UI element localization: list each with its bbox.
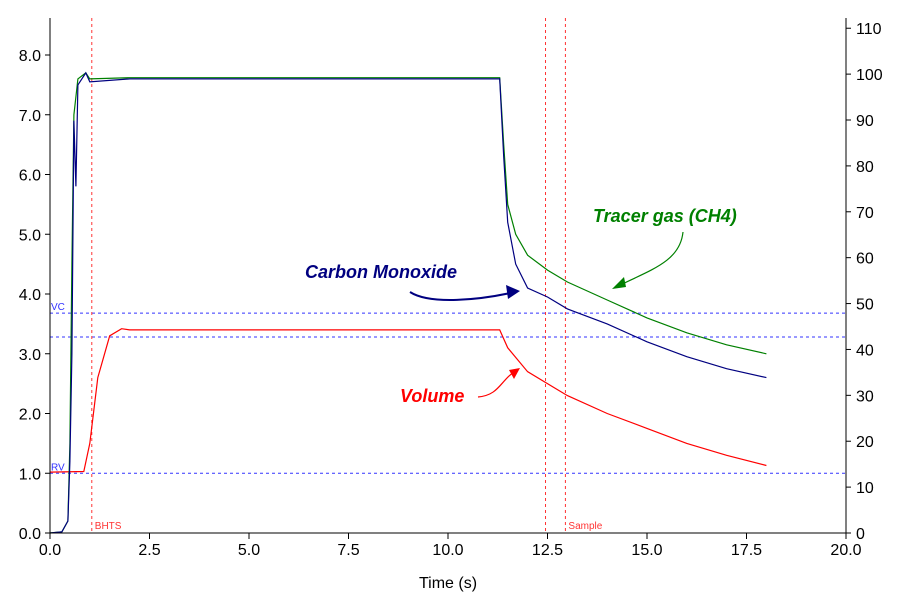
y-left-tick-label: 4.0 xyxy=(19,287,41,304)
annotation-volume: Volume xyxy=(400,386,464,406)
arrow-carbon-monoxide xyxy=(409,291,516,301)
y-right-tick-label: 100 xyxy=(856,67,883,84)
y-right-tick-label: 40 xyxy=(856,342,874,359)
annotation-carbon-monoxide: Carbon Monoxide xyxy=(305,262,457,282)
arrow-carbon-monoxide-head xyxy=(506,285,520,299)
y-left-tick-label: 0.0 xyxy=(19,526,41,543)
y-left-tick-label: 5.0 xyxy=(19,227,41,244)
arrow-volume-head xyxy=(509,368,520,379)
annotation-tracer-gas: Tracer gas (CH4) xyxy=(593,206,737,226)
y-right-tick-label: 70 xyxy=(856,205,874,222)
horizontal-marker-label: RV xyxy=(51,462,65,473)
arrow-volume xyxy=(477,369,518,398)
x-tick-label: 15.0 xyxy=(631,542,662,559)
x-tick-label: 0.0 xyxy=(39,542,61,559)
y-right-tick-label: 0 xyxy=(856,526,865,543)
y-left-tick-label: 7.0 xyxy=(19,108,41,125)
y-right-tick-label: 50 xyxy=(856,297,874,314)
series-line-carbon-monoxide xyxy=(49,71,767,534)
y-left-tick-label: 2.0 xyxy=(19,407,41,424)
horizontal-marker-label: VC xyxy=(51,302,65,313)
series-line-tracer-gas-ch4- xyxy=(49,72,767,534)
y-left-tick-label: 8.0 xyxy=(19,48,41,65)
y-right-tick-label: 20 xyxy=(856,434,874,451)
x-axis-label: Time (s) xyxy=(419,575,477,592)
vertical-marker-label: Sample xyxy=(568,521,602,532)
y-right-tick-label: 10 xyxy=(856,480,874,497)
series-line-volume xyxy=(49,328,767,473)
arrow-tracer-gas-head xyxy=(612,277,626,289)
x-tick-label: 10.0 xyxy=(432,542,463,559)
y-left-tick-label: 3.0 xyxy=(19,347,41,364)
y-left-tick-label: 6.0 xyxy=(19,168,41,185)
y-right-tick-label: 110 xyxy=(856,21,882,38)
y-left-tick-label: 1.0 xyxy=(19,466,41,483)
y-right-tick-label: 30 xyxy=(856,388,874,405)
y-right-tick-label: 90 xyxy=(856,113,874,130)
x-tick-label: 20.0 xyxy=(830,542,861,559)
x-tick-label: 2.5 xyxy=(138,542,160,559)
x-tick-label: 12.5 xyxy=(532,542,563,559)
y-right-tick-label: 80 xyxy=(856,159,874,176)
x-tick-label: 17.5 xyxy=(731,542,762,559)
x-tick-label: 7.5 xyxy=(337,542,359,559)
x-tick-label: 5.0 xyxy=(238,542,260,559)
y-right-tick-label: 60 xyxy=(856,251,874,268)
vertical-marker-label: BHTS xyxy=(95,521,122,532)
arrow-tracer-gas xyxy=(613,231,684,289)
